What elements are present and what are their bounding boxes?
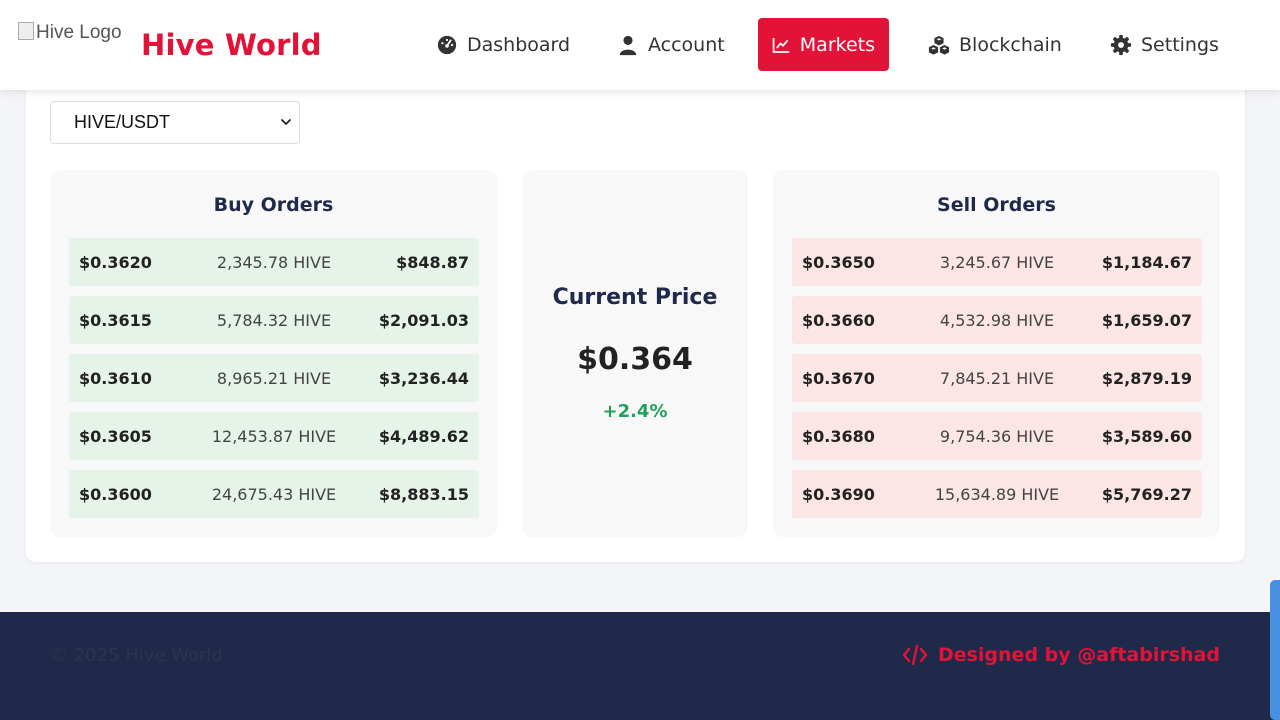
- buy-order-row[interactable]: $0.3620 2,345.78 HIVE $848.87: [69, 238, 479, 286]
- copyright-text: © 2025 Hive World: [50, 645, 223, 666]
- sell-order-row[interactable]: $0.3660 4,532.98 HIVE $1,659.07: [792, 296, 1202, 344]
- order-amount: 7,845.21 HIVE: [939, 369, 1055, 388]
- footer: © 2025 Hive World Designed by @aftabirsh…: [0, 612, 1280, 720]
- buy-order-row[interactable]: $0.3615 5,784.32 HIVE $2,091.03: [69, 296, 479, 344]
- designer-credit[interactable]: Designed by @aftabirshad: [902, 644, 1220, 666]
- buy-order-row[interactable]: $0.3600 24,675.43 HIVE $8,883.15: [69, 470, 479, 518]
- order-total: $4,489.62: [378, 427, 469, 446]
- nav-blockchain[interactable]: Blockchain: [914, 18, 1076, 71]
- sell-order-row[interactable]: $0.3650 3,245.67 HIVE $1,184.67: [792, 238, 1202, 286]
- order-total: $5,769.27: [1101, 485, 1192, 504]
- sell-order-row[interactable]: $0.3680 9,754.36 HIVE $3,589.60: [792, 412, 1202, 460]
- broken-image-icon: [18, 22, 34, 40]
- nav-account[interactable]: Account: [603, 18, 739, 71]
- nav-markets-label: Markets: [799, 33, 875, 56]
- order-price: $0.3615: [79, 311, 152, 330]
- nav-blockchain-label: Blockchain: [959, 33, 1062, 56]
- order-amount: 3,245.67 HIVE: [939, 253, 1055, 272]
- sell-order-row[interactable]: $0.3690 15,634.89 HIVE $5,769.27: [792, 470, 1202, 518]
- logo-alt-text: Hive Logo: [36, 22, 122, 43]
- chevron-down-icon: [281, 119, 291, 126]
- nav-settings-label: Settings: [1141, 33, 1219, 56]
- order-total: $848.87: [396, 253, 469, 272]
- order-price: $0.3690: [802, 485, 875, 504]
- order-price: $0.3680: [802, 427, 875, 446]
- pair-select[interactable]: HIVE/USDT: [50, 101, 300, 144]
- order-price: $0.3660: [802, 311, 875, 330]
- brand-title[interactable]: Hive World: [141, 28, 322, 62]
- current-price-title: Current Price: [552, 285, 718, 310]
- order-amount: 24,675.43 HIVE: [211, 485, 337, 504]
- nav-dashboard-label: Dashboard: [467, 33, 571, 56]
- main-nav: Dashboard Account Markets: [0, 18, 1280, 71]
- buy-order-row[interactable]: $0.3610 8,965.21 HIVE $3,236.44: [69, 354, 479, 402]
- nav-settings[interactable]: Settings: [1096, 18, 1233, 71]
- gear-icon: [1110, 34, 1132, 55]
- code-icon: [902, 644, 928, 666]
- scrollbar-thumb[interactable]: [1270, 580, 1280, 720]
- buy-orders-title: Buy Orders: [213, 194, 334, 216]
- order-amount: 12,453.87 HIVE: [211, 427, 337, 446]
- order-price: $0.3650: [802, 253, 875, 272]
- order-price: $0.3620: [79, 253, 152, 272]
- chart-line-icon: [772, 37, 790, 53]
- nav-markets[interactable]: Markets: [758, 18, 889, 71]
- gauge-icon: [437, 35, 457, 54]
- order-amount: 4,532.98 HIVE: [939, 311, 1055, 330]
- cubes-icon: [928, 35, 950, 55]
- buy-orders-panel: Buy Orders $0.3620 2,345.78 HIVE $848.87…: [50, 170, 497, 537]
- order-total: $2,091.03: [378, 311, 469, 330]
- nav-account-label: Account: [648, 33, 725, 56]
- logo[interactable]: Hive Logo: [18, 22, 122, 44]
- order-total: $2,879.19: [1101, 369, 1192, 388]
- sell-orders-panel: Sell Orders $0.3650 3,245.67 HIVE $1,184…: [773, 170, 1220, 537]
- order-price: $0.3605: [79, 427, 152, 446]
- top-header: Hive Logo Hive World Dashboard Account: [0, 0, 1280, 90]
- current-price-value: $0.364: [577, 342, 693, 377]
- designer-credit-label: Designed by @aftabirshad: [937, 644, 1220, 666]
- buy-order-row[interactable]: $0.3605 12,453.87 HIVE $4,489.62: [69, 412, 479, 460]
- order-total: $3,236.44: [378, 369, 469, 388]
- order-amount: 9,754.36 HIVE: [939, 427, 1055, 446]
- order-amount: 5,784.32 HIVE: [216, 311, 332, 330]
- user-icon: [619, 35, 637, 55]
- order-price: $0.3610: [79, 369, 152, 388]
- pair-select-value: HIVE/USDT: [74, 112, 171, 132]
- order-total: $1,659.07: [1101, 311, 1192, 330]
- sell-order-row[interactable]: $0.3670 7,845.21 HIVE $2,879.19: [792, 354, 1202, 402]
- order-total: $3,589.60: [1101, 427, 1192, 446]
- order-amount: 2,345.78 HIVE: [216, 253, 332, 272]
- current-price-panel: Current Price $0.364 +2.4%: [522, 170, 748, 537]
- order-total: $1,184.67: [1101, 253, 1192, 272]
- order-price: $0.3600: [79, 485, 152, 504]
- nav-dashboard[interactable]: Dashboard: [422, 18, 584, 71]
- order-amount: 15,634.89 HIVE: [934, 485, 1060, 504]
- order-total: $8,883.15: [378, 485, 469, 504]
- price-change-badge: +2.4%: [602, 401, 668, 422]
- order-price: $0.3670: [802, 369, 875, 388]
- sell-orders-title: Sell Orders: [937, 194, 1056, 216]
- order-amount: 8,965.21 HIVE: [216, 369, 332, 388]
